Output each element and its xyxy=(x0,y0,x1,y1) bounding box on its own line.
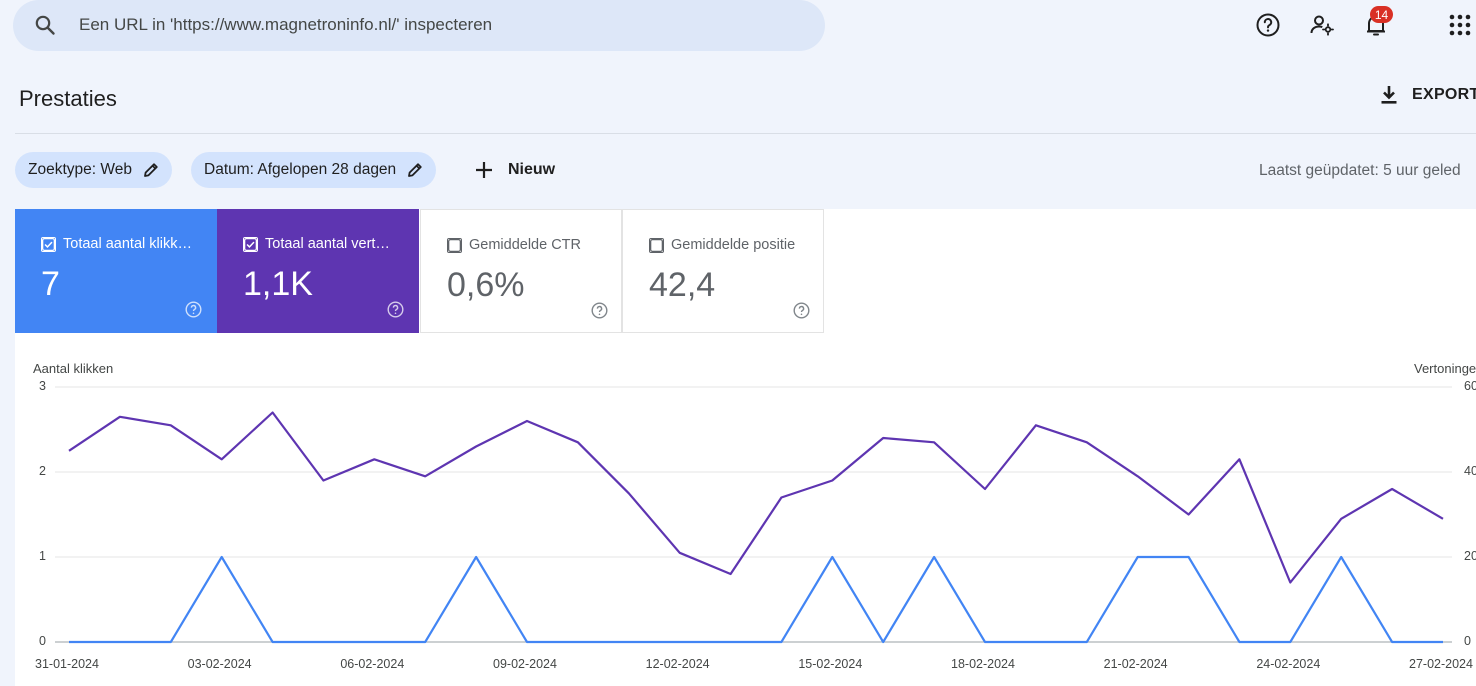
x-tick-label: 09-02-2024 xyxy=(493,657,557,671)
edit-pencil-icon xyxy=(144,163,158,177)
help-icon[interactable] xyxy=(591,302,608,319)
export-label: EXPORT xyxy=(1412,86,1476,103)
new-filter-button[interactable]: Nieuw xyxy=(474,155,555,185)
metric-value: 42,4 xyxy=(649,266,716,304)
y-axis-left-label: Aantal klikken xyxy=(33,361,114,376)
metric-card-impressions[interactable]: Totaal aantal vert… 1,1K xyxy=(217,209,419,333)
metric-card-position[interactable]: Gemiddelde positie 42,4 xyxy=(622,209,824,333)
search-type-filter-chip[interactable]: Zoektype: Web xyxy=(15,152,172,188)
x-tick-label: 06-02-2024 xyxy=(340,657,405,671)
notifications-badge: 14 xyxy=(1370,6,1393,23)
y-tick-right: 40 xyxy=(1464,464,1476,478)
checkbox-unchecked-icon[interactable] xyxy=(447,238,462,253)
download-icon xyxy=(1381,86,1397,104)
y-tick-left: 1 xyxy=(39,549,46,563)
metric-card-clicks[interactable]: Totaal aantal klikk… 7 xyxy=(15,209,217,333)
edit-pencil-icon xyxy=(408,163,422,177)
metric-card-ctr[interactable]: Gemiddelde CTR 0,6% xyxy=(420,209,622,333)
x-tick-label: 03-02-2024 xyxy=(187,657,252,671)
x-tick-label: 21-02-2024 xyxy=(1103,657,1168,671)
metric-value: 7 xyxy=(41,265,60,303)
x-tick-label: 18-02-2024 xyxy=(951,657,1015,671)
url-inspect-bar[interactable] xyxy=(13,0,825,51)
last-updated-text: Laatst geüpdatet: 5 uur geled xyxy=(1259,162,1461,179)
plus-icon xyxy=(476,162,492,178)
apps-grid-icon[interactable] xyxy=(1447,12,1473,38)
new-filter-label: Nieuw xyxy=(508,161,556,178)
y-tick-right: 60 xyxy=(1464,379,1476,393)
y-axis-right-label: Vertoninge xyxy=(1414,361,1476,376)
help-icon[interactable] xyxy=(185,301,202,318)
y-tick-left: 2 xyxy=(39,464,46,478)
help-icon[interactable] xyxy=(1255,12,1281,38)
metric-value: 1,1K xyxy=(243,265,313,303)
y-tick-left: 0 xyxy=(39,634,46,648)
date-filter-chip[interactable]: Datum: Afgelopen 28 dagen xyxy=(191,152,437,188)
export-button[interactable]: EXPORT xyxy=(1378,84,1476,106)
help-icon[interactable] xyxy=(387,301,404,318)
help-icon[interactable] xyxy=(793,302,810,319)
x-tick-label: 15-02-2024 xyxy=(798,657,863,671)
checkbox-unchecked-icon[interactable] xyxy=(649,238,664,253)
x-tick-label: 12-02-2024 xyxy=(645,657,710,671)
checkbox-checked-icon[interactable] xyxy=(41,237,56,252)
series-line-clicks xyxy=(69,555,1443,644)
x-tick-label: 24-02-2024 xyxy=(1256,657,1321,671)
url-inspect-input[interactable] xyxy=(79,10,779,40)
checkbox-checked-icon[interactable] xyxy=(243,237,258,252)
y-tick-right: 0 xyxy=(1464,634,1471,648)
page-title: Prestaties xyxy=(19,86,117,111)
date-filter-label: Datum: Afgelopen 28 dagen xyxy=(204,161,397,178)
y-tick-left: 3 xyxy=(39,379,46,393)
metric-value: 0,6% xyxy=(447,266,525,304)
x-tick-label: 31-01-2024 xyxy=(35,657,99,671)
y-tick-right: 20 xyxy=(1464,549,1476,563)
header-divider xyxy=(15,133,1476,134)
manage-users-icon[interactable] xyxy=(1309,12,1335,38)
series-line-impressions xyxy=(68,411,1444,584)
x-tick-label: 27-02-2024 xyxy=(1409,657,1473,671)
search-type-filter-label: Zoektype: Web xyxy=(28,161,132,178)
search-icon[interactable] xyxy=(33,13,57,37)
